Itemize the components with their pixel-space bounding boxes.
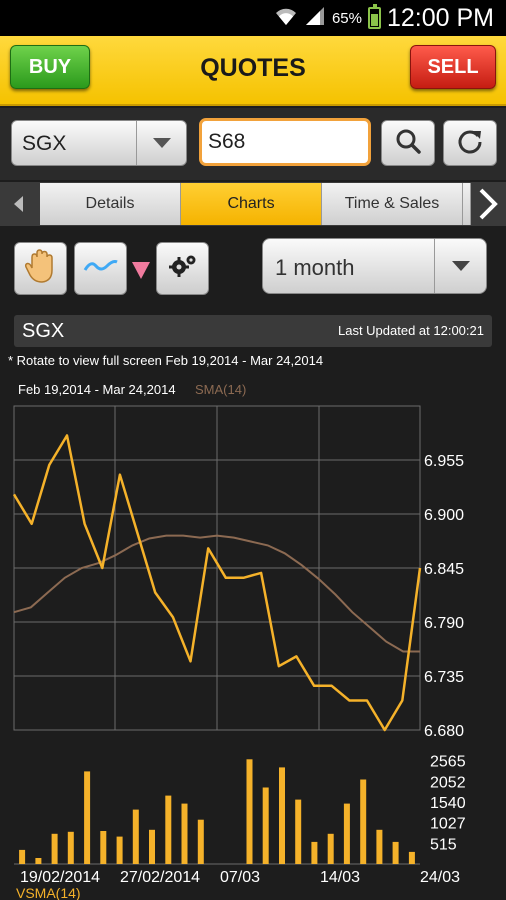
exchange-select[interactable]: SGX xyxy=(11,120,187,166)
signal-icon xyxy=(304,5,326,32)
pan-tool-button[interactable] xyxy=(14,242,67,295)
volume-bar xyxy=(408,851,415,864)
search-icon xyxy=(395,128,421,159)
page-title: QUOTES xyxy=(200,54,306,82)
volume-bar xyxy=(181,803,188,864)
status-time: 12:00 PM xyxy=(386,3,494,32)
wifi-icon xyxy=(274,5,298,32)
volume-axis-tick-label: 2052 xyxy=(430,774,466,791)
volume-bar xyxy=(197,819,204,864)
volume-bar xyxy=(67,831,74,864)
volume-bar xyxy=(279,767,285,864)
x-axis-tick-label: 07/03 xyxy=(220,869,260,886)
search-button[interactable] xyxy=(381,120,435,166)
volume-bar xyxy=(360,779,367,864)
x-axis-tick-label: 27/02/2014 xyxy=(120,869,200,886)
sma-line xyxy=(13,534,420,653)
volume-bar xyxy=(343,803,350,864)
exchange-value: SGX xyxy=(22,132,67,155)
tab-charts[interactable]: Charts xyxy=(181,183,322,225)
price-axis-tick-label: 6.845 xyxy=(424,561,464,578)
price-axis-tick-label: 6.955 xyxy=(424,453,464,470)
volume-bar xyxy=(392,841,399,864)
volume-bar xyxy=(51,833,58,864)
volume-bar xyxy=(100,831,107,864)
chart-tools: 1 month xyxy=(0,228,506,312)
tab-bar: Details Charts Time & Sales xyxy=(0,182,506,226)
line-chart-icon xyxy=(83,256,119,281)
tab-scroll-right[interactable] xyxy=(470,182,506,226)
volume-bar xyxy=(84,771,91,864)
buy-button[interactable]: BUY xyxy=(10,45,90,89)
app-header: BUY QUOTES SELL xyxy=(0,36,506,106)
x-axis-tick-label: 24/03 xyxy=(420,869,460,886)
status-bar: 65% 12:00 PM xyxy=(0,0,506,36)
tab-time-sales[interactable]: Time & Sales xyxy=(322,183,463,225)
sma-legend: SMA(14) xyxy=(195,382,247,397)
chart-symbol: SGX xyxy=(22,320,65,342)
volume-axis-tick-label: 515 xyxy=(430,836,457,853)
period-value: 1 month xyxy=(275,255,355,280)
volume-bar xyxy=(262,787,269,864)
search-row: SGX S68 xyxy=(0,108,506,180)
gears-icon xyxy=(168,253,198,284)
triangle-down-icon[interactable] xyxy=(132,260,150,285)
price-axis-tick-label: 6.900 xyxy=(424,507,464,524)
volume-bar xyxy=(35,858,42,864)
period-select[interactable]: 1 month xyxy=(262,238,487,294)
price-line xyxy=(12,434,422,732)
volume-bar xyxy=(19,849,26,864)
tab-scroll-left[interactable] xyxy=(0,182,36,226)
tab-next-partial xyxy=(463,183,471,225)
volume-bar xyxy=(376,829,383,864)
settings-button[interactable] xyxy=(156,242,209,295)
volume-axis-tick-label: 2565 xyxy=(430,754,466,771)
price-axis-tick-label: 6.680 xyxy=(424,723,464,740)
tab-details[interactable]: Details xyxy=(40,183,181,225)
volume-bar xyxy=(327,833,334,864)
price-axis-tick-label: 6.735 xyxy=(424,669,464,686)
battery-percent: 65% xyxy=(331,9,362,27)
price-volume-chart[interactable]: 6.955 6.900 6.845 6.790 6.735 6.680 2565 2052 15… xyxy=(0,400,506,890)
refresh-button[interactable] xyxy=(443,120,497,166)
vsma-legend: VSMA(14) xyxy=(16,885,81,900)
hand-icon xyxy=(24,248,58,289)
refresh-icon xyxy=(456,127,484,160)
volume-bar xyxy=(246,759,253,864)
volume-bar xyxy=(295,799,302,864)
battery-icon xyxy=(367,4,381,29)
symbol-input[interactable]: S68 xyxy=(199,118,371,166)
volume-bar xyxy=(165,795,172,864)
chart-range-label: Feb 19,2014 - Mar 24,2014 xyxy=(18,382,176,397)
volume-bar xyxy=(116,836,123,864)
x-axis-tick-label: 14/03 xyxy=(320,869,360,886)
volume-bar xyxy=(132,809,139,864)
volume-axis-tick-label: 1027 xyxy=(430,816,466,833)
volume-bar xyxy=(149,829,155,864)
chart-header: SGX Last Updated at 12:00:21 xyxy=(14,315,492,347)
sell-button[interactable]: SELL xyxy=(410,45,496,89)
rotate-note: * Rotate to view full screen Feb 19,2014… xyxy=(8,353,324,368)
volume-axis-tick-label: 1540 xyxy=(430,795,466,812)
last-updated: Last Updated at 12:00:21 xyxy=(337,323,484,338)
chevron-down-icon xyxy=(136,121,186,165)
chevron-down-icon xyxy=(434,239,486,293)
chart-type-button[interactable] xyxy=(74,242,127,295)
x-axis-tick-label: 19/02/2014 xyxy=(20,869,100,886)
volume-bar xyxy=(311,841,318,864)
price-axis-tick-label: 6.790 xyxy=(424,615,464,632)
